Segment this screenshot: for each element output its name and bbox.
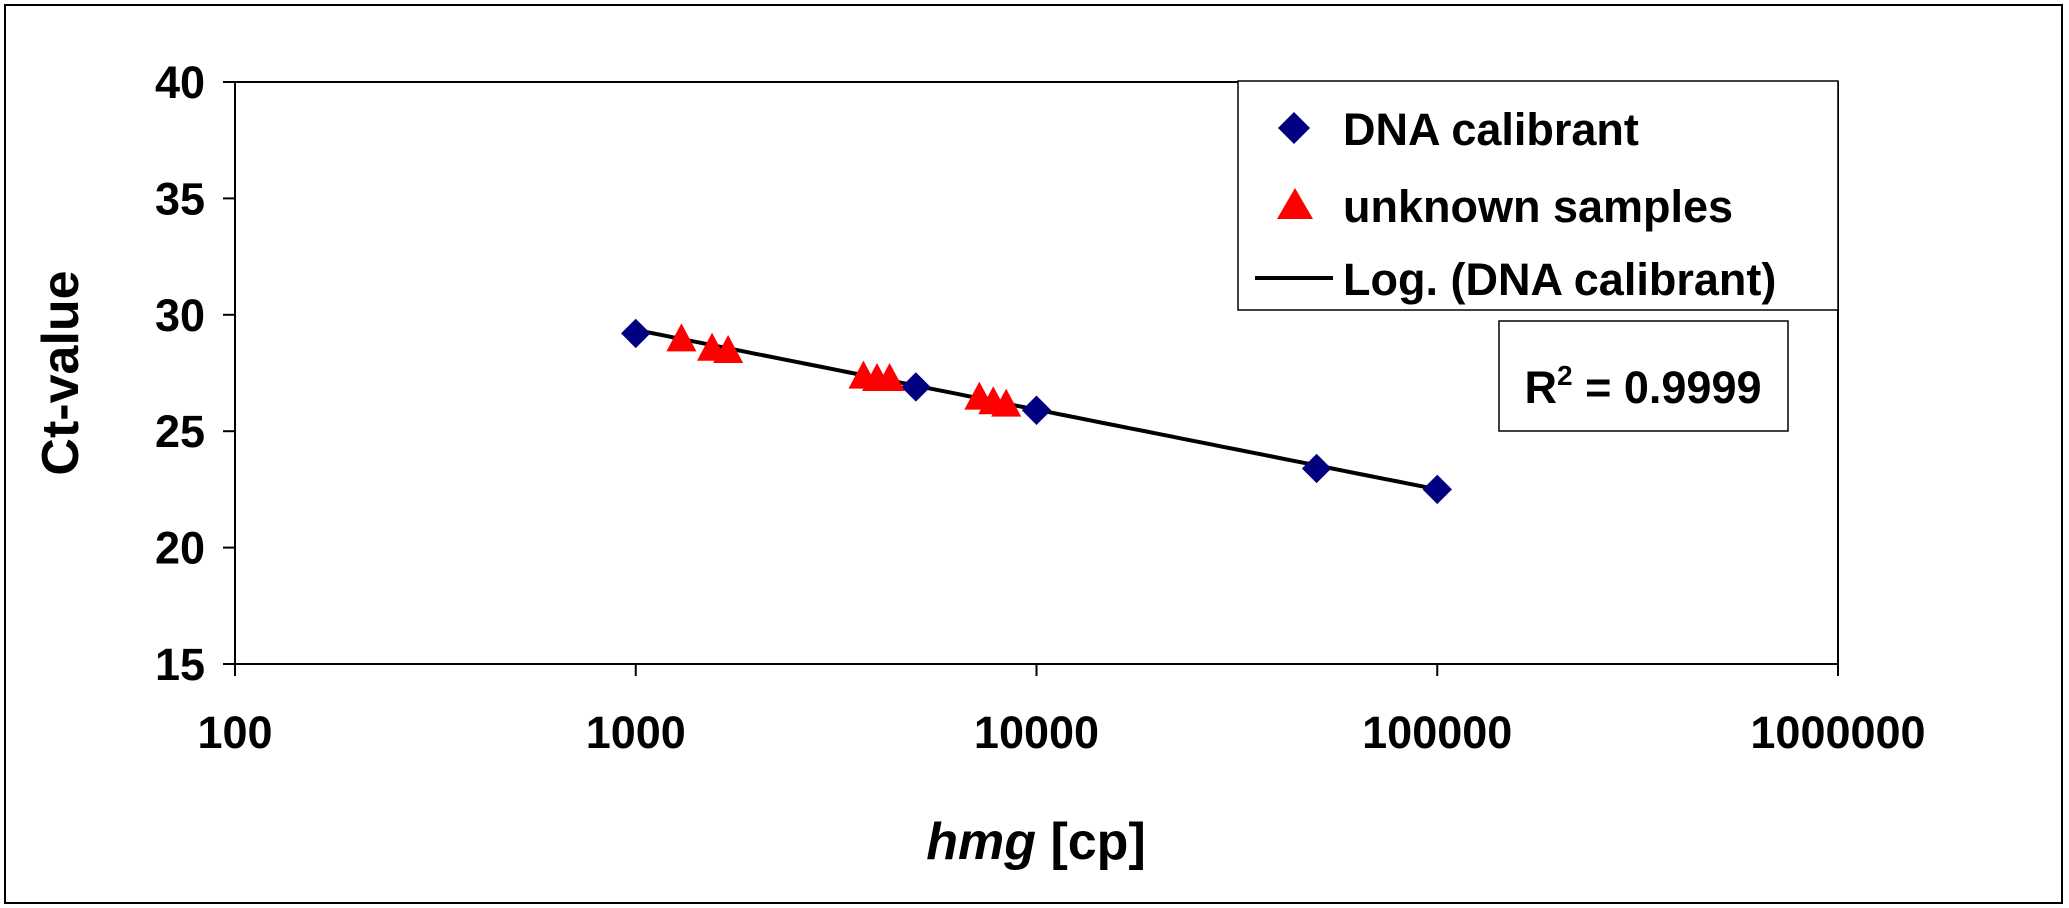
y-tick-label: 20 (155, 523, 205, 574)
legend-label-calibrant: DNA calibrant (1343, 104, 1639, 155)
legend-entry-unknown: unknown samples (1277, 181, 1733, 232)
r2-box-border (1498, 320, 1789, 432)
legend-diamond-icon (1278, 112, 1310, 144)
y-tick-label: 30 (155, 290, 205, 341)
calibrant-point (1021, 395, 1052, 425)
y-tick-label: 25 (155, 406, 205, 457)
r2-superscript: 2 (1557, 360, 1573, 391)
unknown-sample-point (874, 362, 905, 391)
calibrant-point (1301, 453, 1332, 484)
chart-frame: 40 35 30 25 20 15 100 1000 10000 100000 1000000 C… (4, 4, 2063, 904)
y-ticks: 40 35 30 25 20 15 (155, 57, 235, 690)
r2-label: R2 = 0.9999 (1525, 360, 1762, 413)
y-axis-title: Ct-value (32, 270, 90, 475)
legend-box (1237, 80, 1839, 311)
legend-label-trendline: Log. (DNA calibrant) (1343, 254, 1776, 305)
calibrant-point (621, 318, 651, 349)
x-ticks: 100 1000 10000 100000 1000000 (197, 664, 1926, 758)
y-tick-label: 35 (155, 173, 205, 224)
y-tick-label: 40 (155, 57, 205, 108)
r2-value: = 0.9999 (1573, 362, 1762, 413)
legend-triangle-icon (1277, 188, 1313, 219)
x-axis-title-unit: [cp] (1036, 813, 1146, 871)
x-tick-label: 100000 (1362, 707, 1512, 758)
legend: DNA calibrant unknown samples Log. (DNA … (1237, 80, 1839, 311)
x-tick-label: 1000 (586, 707, 686, 758)
legend-entry-trendline: Log. (DNA calibrant) (1255, 254, 1776, 305)
x-axis-title: hmg [cp] (926, 813, 1146, 871)
x-tick-label: 10000 (974, 707, 1099, 758)
legend-label-unknown: unknown samples (1343, 181, 1733, 232)
r2-annotation: R2 = 0.9999 (1498, 320, 1789, 432)
r2-symbol: R (1525, 362, 1558, 413)
markers (621, 318, 1452, 505)
x-tick-label: 1000000 (1750, 707, 1925, 758)
unknown-sample-point (991, 388, 1022, 417)
unknown-sample-point (713, 335, 744, 364)
x-tick-label: 100 (197, 707, 272, 758)
unknown-sample-point (666, 323, 697, 352)
calibrant-point (901, 372, 931, 402)
calibrant-point (1422, 474, 1452, 505)
chart: 40 35 30 25 20 15 100 1000 10000 100000 1000000 C… (32, 57, 1926, 871)
legend-entry-calibrant: DNA calibrant (1278, 104, 1639, 155)
x-axis-title-italic: hmg (926, 813, 1036, 871)
y-tick-label: 15 (155, 639, 205, 690)
